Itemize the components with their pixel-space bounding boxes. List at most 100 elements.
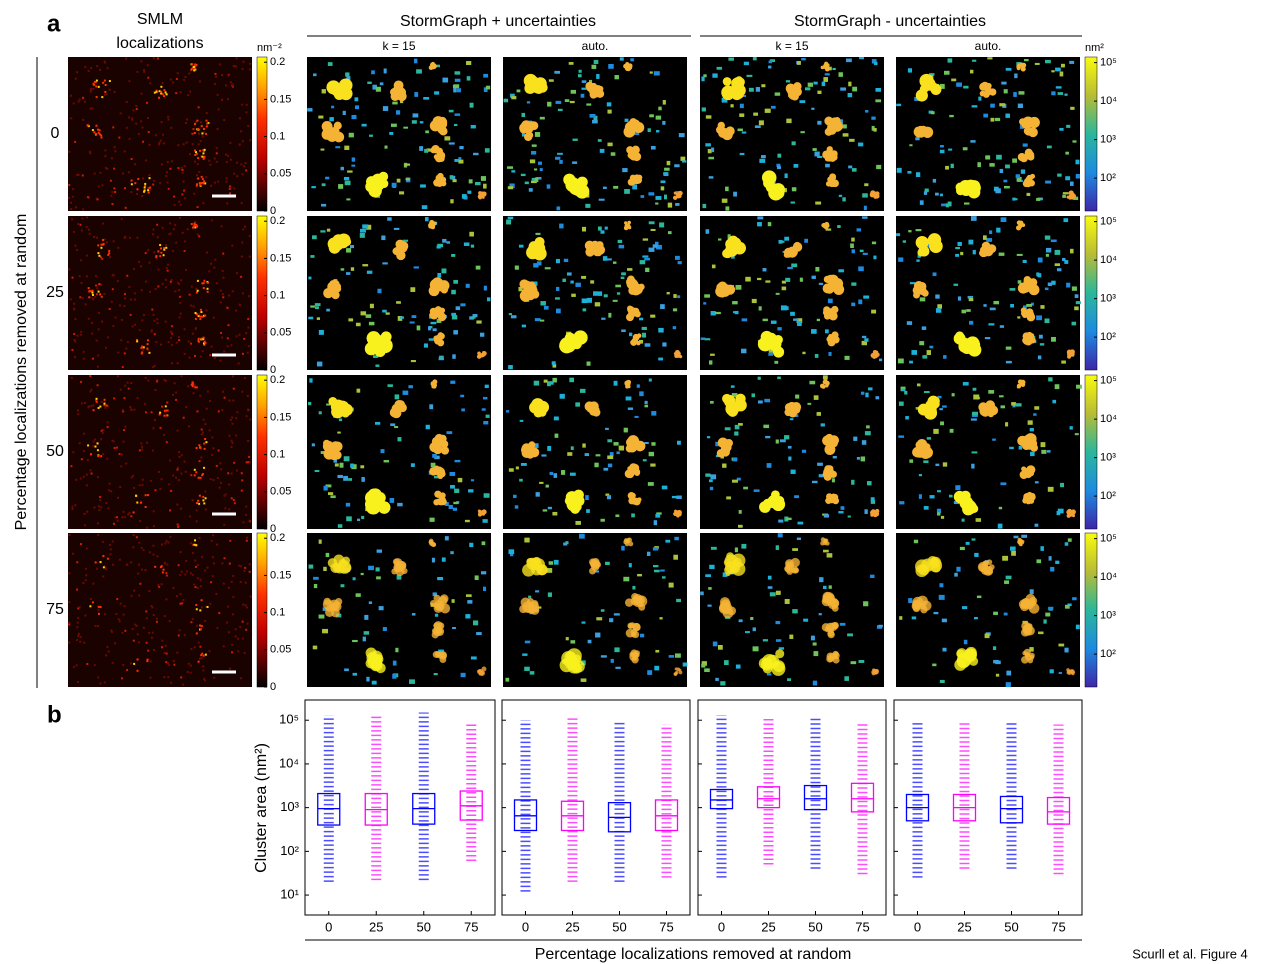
image-speckle bbox=[942, 619, 947, 623]
image-speckle bbox=[813, 651, 818, 656]
image-speckle bbox=[185, 269, 187, 271]
image-speckle bbox=[219, 462, 221, 464]
image-speckle bbox=[615, 75, 619, 79]
image-speckle bbox=[236, 469, 238, 471]
image-speckle bbox=[705, 574, 711, 577]
image-speckle bbox=[1017, 316, 1020, 318]
image-speckle bbox=[628, 407, 633, 409]
image-speckle bbox=[1045, 60, 1051, 63]
image-speckle bbox=[346, 272, 350, 275]
image-speckle bbox=[871, 310, 876, 314]
image-speckle bbox=[604, 294, 608, 297]
image-speckle bbox=[640, 260, 646, 264]
image-speckle bbox=[464, 242, 470, 246]
image-speckle bbox=[109, 308, 111, 310]
image-speckle bbox=[102, 453, 104, 455]
image-speckle bbox=[247, 125, 249, 127]
image-cluster bbox=[828, 598, 839, 609]
image-speckle bbox=[1058, 644, 1064, 647]
image-speckle bbox=[241, 255, 243, 257]
image-speckle bbox=[77, 223, 79, 225]
image-speckle bbox=[455, 79, 461, 82]
image-cluster bbox=[727, 406, 738, 417]
image-speckle bbox=[655, 650, 659, 653]
image-speckle bbox=[1001, 82, 1006, 85]
image-speckle bbox=[1076, 174, 1080, 179]
image-speckle bbox=[411, 463, 415, 467]
image-speckle bbox=[903, 240, 906, 242]
image-speckle bbox=[179, 574, 181, 576]
image-speckle bbox=[228, 483, 230, 485]
image-speckle bbox=[812, 276, 816, 279]
image-speckle bbox=[859, 57, 864, 59]
image-speckle bbox=[197, 587, 199, 589]
image-speckle bbox=[246, 537, 248, 539]
image-speckle bbox=[159, 255, 161, 257]
image-speckle bbox=[76, 249, 78, 251]
colorbar bbox=[1085, 57, 1097, 211]
image-speckle bbox=[126, 275, 128, 277]
image-speckle bbox=[640, 634, 644, 638]
image-speckle bbox=[996, 674, 999, 677]
image-cluster bbox=[625, 122, 635, 132]
x-tick-label: 0 bbox=[914, 919, 921, 934]
image-speckle bbox=[389, 132, 393, 135]
image-speckle bbox=[245, 582, 247, 584]
image-speckle bbox=[952, 393, 955, 396]
image-speckle bbox=[190, 665, 192, 667]
image-cluster bbox=[566, 491, 578, 503]
image-speckle bbox=[92, 404, 94, 406]
image-speckle bbox=[147, 650, 149, 652]
image-speckle bbox=[360, 465, 364, 468]
image-speckle bbox=[101, 258, 103, 260]
image-speckle bbox=[228, 631, 230, 633]
image-speckle bbox=[582, 621, 586, 623]
image-speckle bbox=[1057, 174, 1061, 177]
image-speckle bbox=[243, 61, 245, 63]
image-speckle bbox=[841, 506, 845, 510]
image-speckle bbox=[173, 664, 175, 666]
image-speckle bbox=[308, 317, 313, 320]
image-speckle bbox=[161, 646, 163, 648]
column-header: auto. bbox=[582, 39, 609, 53]
image-speckle bbox=[105, 167, 107, 169]
colorbar-tick-label: 10⁴ bbox=[1100, 254, 1117, 266]
image-speckle bbox=[182, 232, 184, 234]
image-speckle bbox=[403, 391, 409, 395]
image-speckle bbox=[163, 249, 165, 251]
image-speckle bbox=[107, 426, 109, 428]
image-speckle bbox=[96, 65, 98, 67]
image-speckle bbox=[923, 460, 928, 463]
image-speckle bbox=[97, 354, 99, 356]
image-speckle bbox=[131, 180, 133, 182]
image-speckle bbox=[216, 282, 218, 284]
image-speckle bbox=[96, 293, 98, 295]
image-speckle bbox=[117, 280, 119, 282]
image-cluster bbox=[624, 381, 628, 385]
image-speckle bbox=[76, 639, 78, 641]
image-speckle bbox=[386, 312, 390, 314]
image-speckle bbox=[349, 133, 354, 138]
image-speckle bbox=[206, 112, 208, 114]
image-speckle bbox=[454, 124, 457, 126]
image-speckle bbox=[199, 318, 201, 320]
image-speckle bbox=[944, 71, 950, 75]
image-speckle bbox=[133, 590, 135, 592]
image-speckle bbox=[595, 633, 600, 638]
image-speckle bbox=[179, 316, 181, 318]
image-speckle bbox=[1056, 86, 1062, 88]
image-speckle bbox=[124, 352, 126, 354]
image-speckle bbox=[458, 160, 463, 164]
image-speckle bbox=[166, 402, 168, 404]
image-speckle bbox=[146, 617, 148, 619]
image-speckle bbox=[73, 308, 75, 310]
image-speckle bbox=[82, 208, 84, 210]
image-speckle bbox=[567, 272, 572, 275]
image-speckle bbox=[1030, 452, 1035, 456]
image-cluster bbox=[341, 404, 353, 416]
image-speckle bbox=[244, 652, 246, 654]
image-speckle bbox=[629, 563, 632, 567]
image-speckle bbox=[76, 589, 78, 591]
image-speckle bbox=[511, 170, 515, 172]
image-speckle bbox=[100, 136, 102, 138]
